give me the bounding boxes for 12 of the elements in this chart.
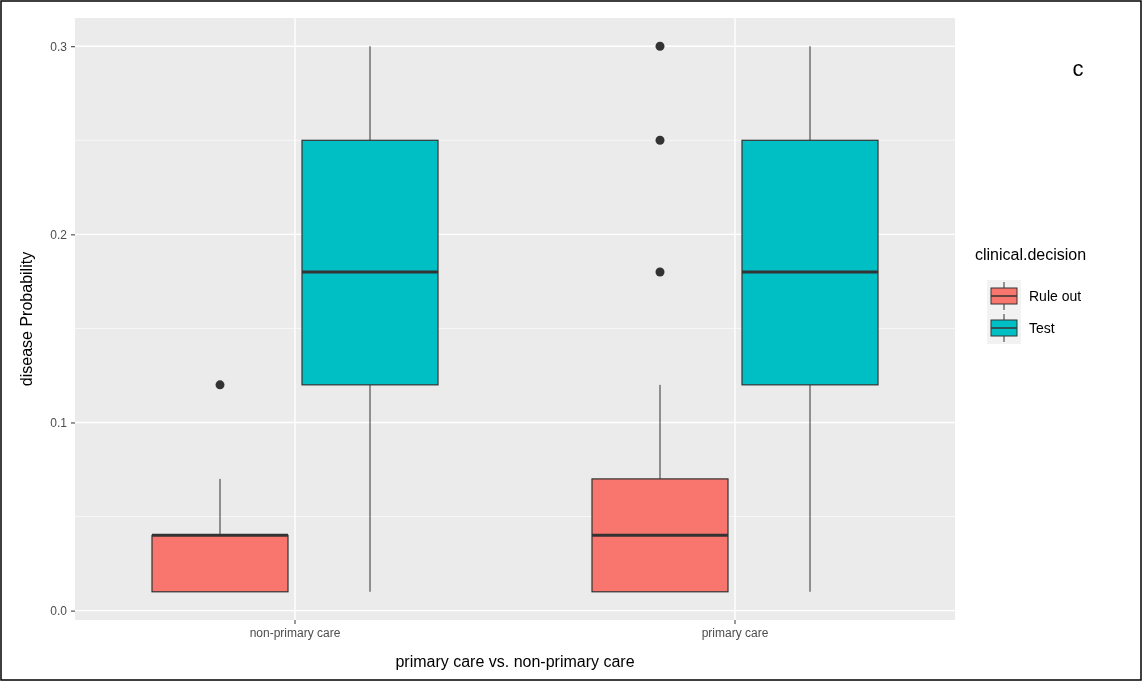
y-tick-label: 0.1 [50,415,68,430]
legend-label: Test [1029,320,1055,336]
legend-title: clinical.decision [975,246,1087,263]
y-tick-label: 0.2 [50,227,68,242]
x-tick-label: non-primary care [249,625,341,640]
x-axis-title: primary care vs. non-primary care [395,653,635,670]
legend-label: Rule out [1029,288,1082,304]
y-axis-title: disease Probability [18,251,35,387]
y-tick-label: 0.0 [50,603,68,618]
x-tick-label: primary care [701,625,769,640]
y-tick-label: 0.3 [50,39,68,54]
text: c [1072,56,1084,81]
